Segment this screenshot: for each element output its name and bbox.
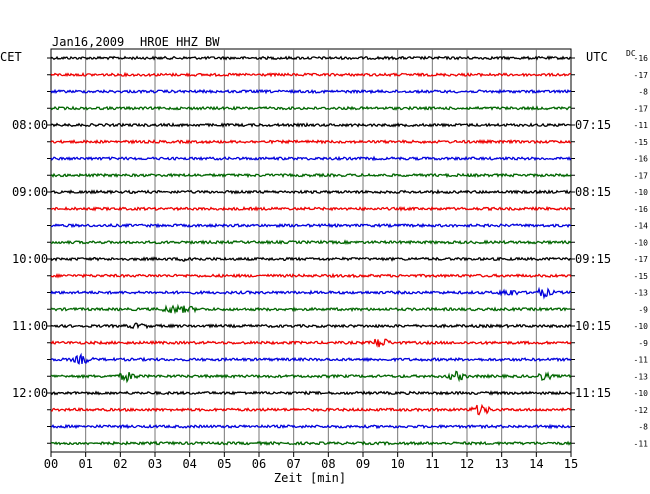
utc-time-label: 08:15 (575, 185, 611, 199)
seismic-trace (50, 155, 572, 162)
x-tick-label: 07 (286, 457, 300, 471)
x-tick-label: 02 (113, 457, 127, 471)
seismic-trace (50, 205, 572, 212)
seismic-trace (50, 88, 572, 95)
dc-offset-label: -8 (638, 423, 648, 432)
x-tick-label: 03 (148, 457, 162, 471)
dc-offset-label: -16 (634, 155, 649, 164)
seismic-trace (50, 189, 572, 195)
seismic-trace (50, 256, 572, 263)
cet-time-label: 09:00 (12, 185, 48, 199)
dc-offset-label: -10 (634, 389, 649, 398)
utc-axis-label: UTC (586, 50, 608, 64)
dc-offset-label: -9 (638, 305, 648, 314)
seismic-trace (50, 239, 572, 246)
dc-offset-label: -16 (634, 54, 649, 63)
cet-axis-label: CET (0, 50, 22, 64)
cet-time-label: 11:00 (12, 319, 48, 333)
dc-offset-label: -15 (634, 138, 649, 147)
seismic-trace (51, 222, 571, 229)
seismic-trace (50, 172, 572, 179)
traces-group (50, 55, 572, 447)
seismic-trace (50, 403, 572, 416)
seismic-trace (50, 322, 572, 330)
seismic-trace (50, 423, 572, 430)
x-tick-label: 09 (356, 457, 370, 471)
seismic-trace (50, 338, 572, 348)
x-tick-label: 05 (217, 457, 231, 471)
cet-time-label: 10:00 (12, 252, 48, 266)
dc-offset-label: -12 (634, 406, 649, 415)
dc-offset-label: -8 (638, 88, 648, 97)
x-tick-label: 04 (182, 457, 196, 471)
seismic-trace (50, 272, 572, 279)
date-label: Jan16,2009 (52, 35, 124, 49)
plot-frame (50, 48, 572, 453)
dc-offset-label: -10 (634, 322, 649, 331)
seismic-trace (50, 55, 572, 61)
dc-offset-label: -17 (634, 255, 649, 264)
seismic-trace (50, 286, 572, 300)
seismic-trace (50, 352, 572, 365)
plot-grid (47, 48, 575, 457)
seismic-trace (50, 122, 572, 128)
tick-labels-group: 00 01 02 03 04 05 06 07 08 09 10 11 12 13 14 15 -16 -17 -8… (12, 54, 648, 471)
dc-offset-label: -10 (634, 238, 649, 247)
dc-offset-label: -13 (634, 372, 649, 381)
cet-time-label: 12:00 (12, 386, 48, 400)
x-tick-label: 01 (78, 457, 92, 471)
utc-time-label: 09:15 (575, 252, 611, 266)
dc-offset-label: -11 (634, 439, 649, 448)
seismic-trace (50, 71, 571, 78)
dc-offset-label: -14 (634, 222, 649, 231)
utc-time-label: 07:15 (575, 118, 611, 132)
seismic-trace (50, 440, 572, 447)
x-tick-label: 06 (252, 457, 266, 471)
station-label: HROE HHZ BW (140, 35, 220, 49)
x-tick-label: 14 (529, 457, 543, 471)
dc-offset-label: -10 (634, 188, 649, 197)
dc-offset-label: -17 (634, 171, 649, 180)
seismic-trace (50, 390, 572, 396)
x-tick-label: 13 (494, 457, 508, 471)
x-tick-label: 08 (321, 457, 335, 471)
dc-offset-label: -11 (634, 356, 649, 365)
x-tick-label: 11 (425, 457, 439, 471)
x-tick-label: 00 (44, 457, 58, 471)
dc-offset-label: -16 (634, 205, 649, 214)
seismic-trace (50, 105, 572, 111)
dc-label: DC (626, 49, 636, 58)
dc-offset-label: -9 (638, 339, 648, 348)
seismic-trace (50, 139, 572, 145)
x-tick-label: 12 (460, 457, 474, 471)
utc-time-label: 11:15 (575, 386, 611, 400)
x-tick-label: 15 (564, 457, 578, 471)
x-axis-label: Zeit [min] (274, 471, 346, 485)
dc-offset-label: -17 (634, 71, 649, 80)
dc-offset-label: -11 (634, 121, 649, 130)
x-tick-label: 10 (390, 457, 404, 471)
dc-offset-label: -13 (634, 289, 649, 298)
utc-time-label: 10:15 (575, 319, 611, 333)
dc-offset-label: -17 (634, 104, 649, 113)
dc-offset-label: -15 (634, 272, 649, 281)
seismic-trace (50, 303, 572, 315)
seismic-trace (50, 370, 572, 384)
cet-time-label: 08:00 (12, 118, 48, 132)
